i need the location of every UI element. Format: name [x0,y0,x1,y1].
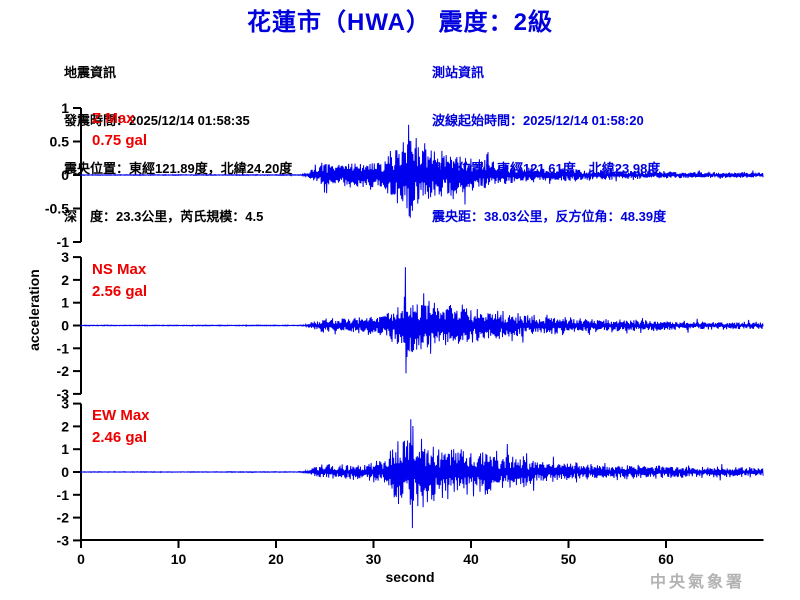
x-tick-label: 60 [658,551,674,567]
waveform-trace-NS [80,267,764,374]
x-tick-label: 0 [77,551,85,567]
y-tick-label: -2 [57,363,70,379]
y-tick-label: 0 [61,464,69,480]
y-tick-label: -2 [57,510,70,526]
station-wave-start-time: 波線起始時間：2025/12/14 01:58:20 [432,113,644,128]
channel-z-max-value: 0.75 gal [92,132,148,149]
channel-ns-max-title: NS Max [92,261,147,278]
y-tick-label: -0.5 [45,201,69,217]
y-tick-label: -1 [57,487,70,503]
waveform-trace-EW [80,419,764,529]
channel-ew-max-title: EW Max [92,407,150,424]
earthquake-epicenter: 震央位置：東經121.89度，北緯24.20度 [64,161,293,176]
channel-ns-max-label: NS Max 2.56 gal [92,259,147,303]
earthquake-info-block: 地震資訊 發震時間：2025/12/14 01:58:35 震央位置：東經121… [64,33,292,257]
y-tick-label: 0 [61,318,69,334]
channel-ns-max-value: 2.56 gal [92,283,148,300]
channel-ew-max-label: EW Max 2.46 gal [92,405,150,449]
y-tick-label: 3 [61,249,69,265]
x-tick-label: 30 [366,551,382,567]
y-tick-label: 1 [61,100,69,116]
page-title: 花蓮市（HWA） 震度：2級 [246,9,553,36]
y-tick-label: 0 [61,167,69,183]
earthquake-depth-magnitude: 深 度：23.3公里，芮氏規模：4.5 [64,209,264,224]
y-tick-label: 3 [61,396,69,412]
channel-z-max-label: Z Max 0.75 gal [92,108,147,152]
station-distance-azimuth: 震央距：38.03公里，反方位角：48.39度 [432,209,667,224]
agency-watermark: 中央氣象署 [650,574,746,591]
y-tick-label: 1 [61,441,69,457]
y-tick-label: 2 [61,272,69,288]
y-tick-label: -1 [57,234,70,250]
y-tick-label: -1 [57,340,70,356]
station-info-heading: 測站資訊 [432,65,485,80]
y-tick-label: 0.5 [50,134,70,150]
earthquake-origin-time: 發震時間：2025/12/14 01:58:35 [64,113,250,128]
y-tick-label: 2 [61,418,69,434]
station-info-block: 測站資訊 波線起始時間：2025/12/14 01:58:20 測站位置：東經1… [432,33,666,257]
x-tick-label: 40 [463,551,479,567]
x-tick-label: 20 [268,551,284,567]
y-tick-label: -3 [57,386,70,402]
x-tick-label: 50 [561,551,577,567]
earthquake-info-heading: 地震資訊 [64,65,117,80]
channel-ew-max-value: 2.46 gal [92,429,148,446]
waveform-trace-Z [80,124,764,218]
x-tick-label: 10 [171,551,187,567]
y-tick-label: 1 [61,295,69,311]
y-tick-label: -3 [57,532,70,548]
channel-z-max-title: Z Max [92,110,135,127]
x-axis-label: second [385,569,435,585]
